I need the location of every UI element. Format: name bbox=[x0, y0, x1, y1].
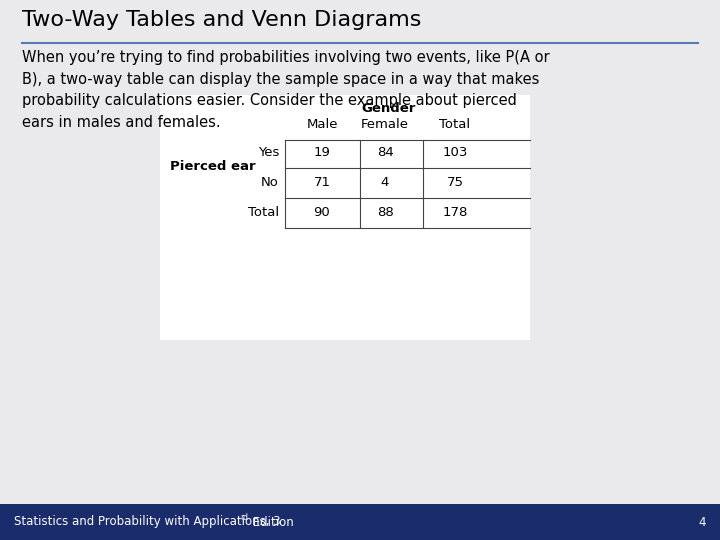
Text: 4: 4 bbox=[698, 516, 706, 529]
Text: Two-Way Tables and Venn Diagrams: Two-Way Tables and Venn Diagrams bbox=[22, 10, 421, 30]
Text: Gender: Gender bbox=[361, 102, 415, 114]
Bar bbox=[160, 95, 530, 340]
Text: Male: Male bbox=[306, 118, 338, 132]
Text: Edition: Edition bbox=[248, 516, 293, 529]
Text: 4: 4 bbox=[381, 176, 390, 188]
Text: Female: Female bbox=[361, 118, 409, 132]
Text: Pierced ear: Pierced ear bbox=[170, 160, 256, 173]
Bar bbox=[0, 504, 720, 540]
Text: 84: 84 bbox=[377, 145, 393, 159]
Text: rd: rd bbox=[240, 514, 248, 523]
Text: When you’re trying to find probabilities involving two events, like P(A or
B), a: When you’re trying to find probabilities… bbox=[22, 50, 549, 130]
Text: No: No bbox=[261, 176, 279, 188]
Text: 19: 19 bbox=[314, 145, 330, 159]
Text: 90: 90 bbox=[314, 206, 330, 219]
Text: Yes: Yes bbox=[258, 145, 279, 159]
Text: 103: 103 bbox=[442, 145, 468, 159]
Text: Total: Total bbox=[439, 118, 471, 132]
Text: 178: 178 bbox=[442, 206, 468, 219]
Text: 71: 71 bbox=[313, 176, 330, 188]
Text: 88: 88 bbox=[377, 206, 393, 219]
Text: 75: 75 bbox=[446, 176, 464, 188]
Text: Statistics and Probability with Applications, 3: Statistics and Probability with Applicat… bbox=[14, 516, 281, 529]
Text: Total: Total bbox=[248, 206, 279, 219]
